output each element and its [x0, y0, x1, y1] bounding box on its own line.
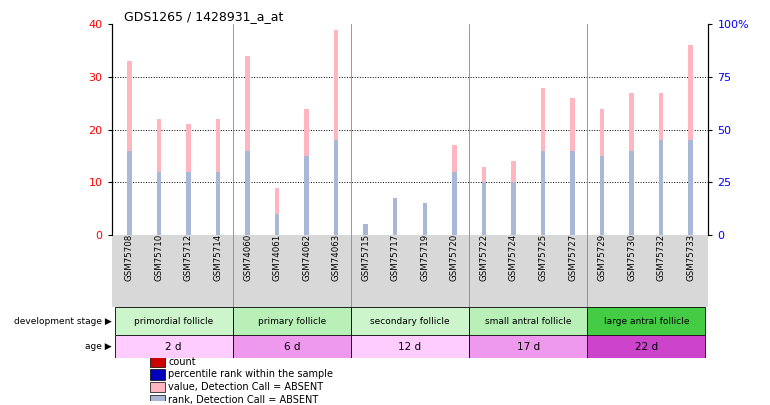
Text: small antral follicle: small antral follicle [485, 317, 571, 326]
Text: GDS1265 / 1428931_a_at: GDS1265 / 1428931_a_at [123, 10, 283, 23]
Text: count: count [169, 356, 196, 367]
Text: age ▶: age ▶ [85, 342, 112, 351]
Bar [334, 30, 338, 235]
Bar [571, 98, 574, 235]
Bar [541, 87, 545, 235]
Bar [157, 172, 161, 235]
Text: primary follicle: primary follicle [258, 317, 326, 326]
Text: 2 d: 2 d [166, 342, 182, 352]
Bar [482, 166, 486, 235]
Text: development stage ▶: development stage ▶ [14, 317, 112, 326]
Bar [629, 151, 634, 235]
Bar [216, 119, 220, 235]
Bar [233, 307, 351, 335]
Bar [275, 188, 280, 235]
Bar [233, 335, 351, 358]
Text: 22 d: 22 d [634, 342, 658, 352]
Bar [127, 151, 132, 235]
Bar [482, 182, 486, 235]
Text: 17 d: 17 d [517, 342, 540, 352]
Bar [157, 119, 161, 235]
Text: 12 d: 12 d [398, 342, 422, 352]
Bar [150, 382, 166, 392]
Bar [511, 161, 516, 235]
Bar [304, 156, 309, 235]
Bar [351, 335, 469, 358]
Bar [304, 109, 309, 235]
Bar [216, 172, 220, 235]
Bar [659, 140, 663, 235]
Bar [186, 172, 191, 235]
Bar [115, 335, 233, 358]
Bar [363, 224, 368, 235]
Bar [688, 140, 693, 235]
Bar [150, 394, 166, 405]
Bar [393, 198, 397, 235]
Bar [150, 356, 166, 367]
Bar [588, 307, 705, 335]
Bar [469, 335, 588, 358]
Bar [688, 45, 693, 235]
Bar [363, 224, 368, 235]
Bar [511, 182, 516, 235]
Bar [588, 335, 705, 358]
Text: 6 d: 6 d [283, 342, 300, 352]
Text: large antral follicle: large antral follicle [604, 317, 689, 326]
Bar [629, 93, 634, 235]
Bar [275, 214, 280, 235]
Bar [115, 307, 233, 335]
Bar [186, 124, 191, 235]
Bar [393, 198, 397, 235]
Bar [571, 151, 574, 235]
Bar [600, 109, 604, 235]
Text: primordial follicle: primordial follicle [134, 317, 213, 326]
Bar [246, 56, 249, 235]
Bar [150, 369, 166, 379]
Bar [541, 151, 545, 235]
Bar [246, 151, 249, 235]
Bar [659, 93, 663, 235]
Bar [469, 307, 588, 335]
Bar [600, 156, 604, 235]
Text: secondary follicle: secondary follicle [370, 317, 450, 326]
Bar [423, 203, 427, 235]
Bar [127, 61, 132, 235]
Bar [423, 203, 427, 235]
Text: value, Detection Call = ABSENT: value, Detection Call = ABSENT [169, 382, 323, 392]
Bar [334, 140, 338, 235]
Bar [452, 145, 457, 235]
Text: percentile rank within the sample: percentile rank within the sample [169, 369, 333, 379]
Text: rank, Detection Call = ABSENT: rank, Detection Call = ABSENT [169, 395, 319, 405]
Bar [452, 172, 457, 235]
Bar [351, 307, 469, 335]
